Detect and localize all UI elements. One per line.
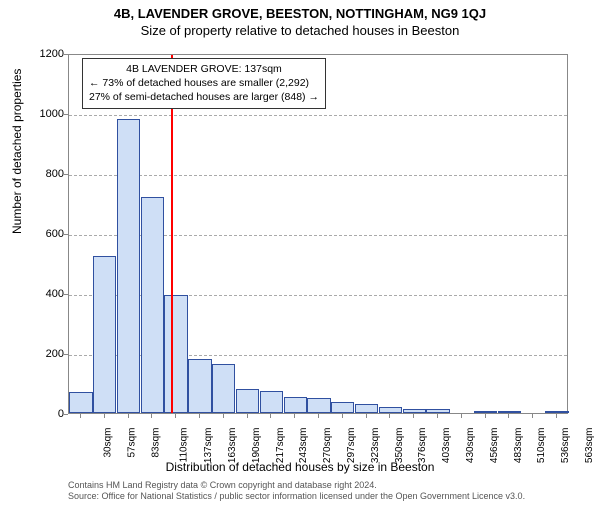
- histogram-bar: [355, 404, 378, 413]
- xtick-mark: [175, 414, 176, 418]
- xtick-label: 403sqm: [441, 428, 452, 464]
- annotation-line: ← 73% of detached houses are smaller (2,…: [89, 76, 319, 90]
- xtick-mark: [389, 414, 390, 418]
- xtick-mark: [508, 414, 509, 418]
- histogram-bar: [474, 411, 497, 413]
- ytick-mark: [64, 294, 68, 295]
- xtick-label: 510sqm: [537, 428, 548, 464]
- xtick-label: 57sqm: [126, 428, 137, 458]
- histogram-bar: [331, 402, 354, 413]
- xtick-mark: [485, 414, 486, 418]
- xtick-mark: [223, 414, 224, 418]
- xtick-mark: [199, 414, 200, 418]
- xtick-label: 323sqm: [370, 428, 381, 464]
- histogram-bar: [236, 389, 259, 413]
- xtick-mark: [413, 414, 414, 418]
- xtick-label: 563sqm: [584, 428, 595, 464]
- annotation-line: 27% of semi-detached houses are larger (…: [89, 90, 319, 104]
- footer-line: Contains HM Land Registry data © Crown c…: [68, 480, 525, 491]
- xtick-mark: [294, 414, 295, 418]
- xtick-mark: [247, 414, 248, 418]
- ytick-label: 200: [24, 348, 64, 360]
- ytick-label: 1200: [24, 48, 64, 60]
- xtick-mark: [342, 414, 343, 418]
- xtick-label: 137sqm: [203, 428, 214, 464]
- xtick-label: 456sqm: [489, 428, 500, 464]
- chart-title-main: 4B, LAVENDER GROVE, BEESTON, NOTTINGHAM,…: [0, 6, 600, 21]
- histogram-bar: [545, 411, 568, 413]
- xtick-label: 376sqm: [418, 428, 429, 464]
- xtick-label: 217sqm: [275, 428, 286, 464]
- annotation-box: 4B LAVENDER GROVE: 137sqm← 73% of detach…: [82, 58, 326, 109]
- xtick-mark: [80, 414, 81, 418]
- ytick-mark: [64, 54, 68, 55]
- ytick-mark: [64, 114, 68, 115]
- histogram-bar: [141, 197, 164, 413]
- xtick-label: 270sqm: [322, 428, 333, 464]
- reference-marker-line: [171, 55, 173, 413]
- histogram-bar: [164, 295, 187, 414]
- xtick-mark: [318, 414, 319, 418]
- gridline: [69, 115, 567, 116]
- histogram-bar: [403, 409, 426, 413]
- xtick-mark: [151, 414, 152, 418]
- xtick-mark: [270, 414, 271, 418]
- xtick-label: 483sqm: [513, 428, 524, 464]
- ytick-label: 800: [24, 168, 64, 180]
- histogram-bar: [284, 397, 307, 414]
- histogram-bar: [93, 256, 116, 414]
- ytick-mark: [64, 234, 68, 235]
- xtick-label: 350sqm: [394, 428, 405, 464]
- xtick-label: 110sqm: [179, 428, 190, 463]
- xtick-label: 536sqm: [560, 428, 571, 464]
- footer-attribution: Contains HM Land Registry data © Crown c…: [68, 480, 525, 502]
- histogram-bar: [69, 392, 92, 413]
- y-axis-label: Number of detached properties: [10, 69, 24, 234]
- xtick-mark: [532, 414, 533, 418]
- ytick-label: 600: [24, 228, 64, 240]
- xtick-label: 83sqm: [150, 428, 161, 458]
- histogram-bar: [379, 407, 402, 413]
- ytick-mark: [64, 354, 68, 355]
- ytick-label: 1000: [24, 108, 64, 120]
- ytick-label: 400: [24, 288, 64, 300]
- histogram-bar: [117, 119, 140, 413]
- ytick-mark: [64, 174, 68, 175]
- histogram-bar: [260, 391, 283, 414]
- histogram-bar: [212, 364, 235, 414]
- ytick-mark: [64, 414, 68, 415]
- xtick-label: 297sqm: [346, 428, 357, 464]
- xtick-label: 163sqm: [227, 428, 238, 464]
- xtick-mark: [461, 414, 462, 418]
- histogram-bar: [498, 411, 521, 413]
- footer-line: Source: Office for National Statistics /…: [68, 491, 525, 502]
- xtick-label: 190sqm: [251, 428, 262, 464]
- xtick-label: 30sqm: [102, 428, 113, 458]
- xtick-mark: [437, 414, 438, 418]
- histogram-bar: [188, 359, 211, 413]
- xtick-mark: [556, 414, 557, 418]
- histogram-bar: [426, 409, 449, 414]
- gridline: [69, 175, 567, 176]
- ytick-label: 0: [24, 408, 64, 420]
- xtick-mark: [128, 414, 129, 418]
- xtick-label: 243sqm: [298, 428, 309, 464]
- xtick-label: 430sqm: [465, 428, 476, 464]
- xtick-mark: [104, 414, 105, 418]
- histogram-bar: [307, 398, 330, 413]
- chart-title-sub: Size of property relative to detached ho…: [0, 23, 600, 38]
- xtick-mark: [366, 414, 367, 418]
- annotation-line: 4B LAVENDER GROVE: 137sqm: [89, 62, 319, 76]
